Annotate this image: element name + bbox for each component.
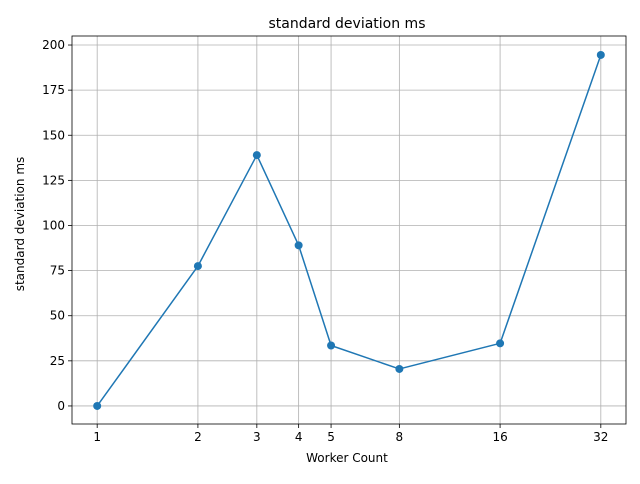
x-tick-label: 32 bbox=[593, 430, 608, 444]
plot-frame bbox=[71, 35, 627, 425]
x-tick-label: 1 bbox=[93, 430, 101, 444]
data-point bbox=[93, 401, 102, 410]
y-tick-label: 50 bbox=[50, 309, 65, 323]
series-line bbox=[96, 54, 602, 407]
data-series bbox=[93, 50, 605, 410]
y-tick-label: 25 bbox=[50, 354, 65, 368]
data-point bbox=[596, 50, 605, 59]
chart-title: standard deviation ms bbox=[268, 16, 425, 32]
x-tick-label: 2 bbox=[194, 430, 202, 444]
x-tick-label: 16 bbox=[492, 430, 507, 444]
data-point bbox=[252, 151, 261, 160]
grid-lines bbox=[72, 36, 626, 424]
x-tick-label: 5 bbox=[327, 430, 335, 444]
y-tick-label: 150 bbox=[42, 128, 65, 142]
data-point bbox=[193, 262, 202, 271]
y-tick-label: 125 bbox=[42, 173, 65, 187]
data-point bbox=[496, 339, 505, 348]
y-tick-label: 75 bbox=[50, 264, 65, 278]
y-tick-label: 175 bbox=[42, 83, 65, 97]
data-point bbox=[294, 241, 303, 250]
x-tick-label: 4 bbox=[295, 430, 303, 444]
y-axis-label: standard deviation ms bbox=[13, 157, 27, 292]
x-tick-label: 8 bbox=[396, 430, 404, 444]
y-tick-label: 0 bbox=[57, 399, 65, 413]
data-point bbox=[327, 341, 336, 350]
y-tick-label: 200 bbox=[42, 38, 65, 52]
y-tick-label: 100 bbox=[42, 218, 65, 232]
axis-ticks: 1 2 3 4 5 8 16 32 0 25 50 75 100 125 150 175 200 bbox=[42, 38, 608, 444]
x-tick-label: 3 bbox=[253, 430, 261, 444]
x-axis-label: Worker Count bbox=[306, 451, 388, 465]
data-point bbox=[395, 364, 404, 373]
